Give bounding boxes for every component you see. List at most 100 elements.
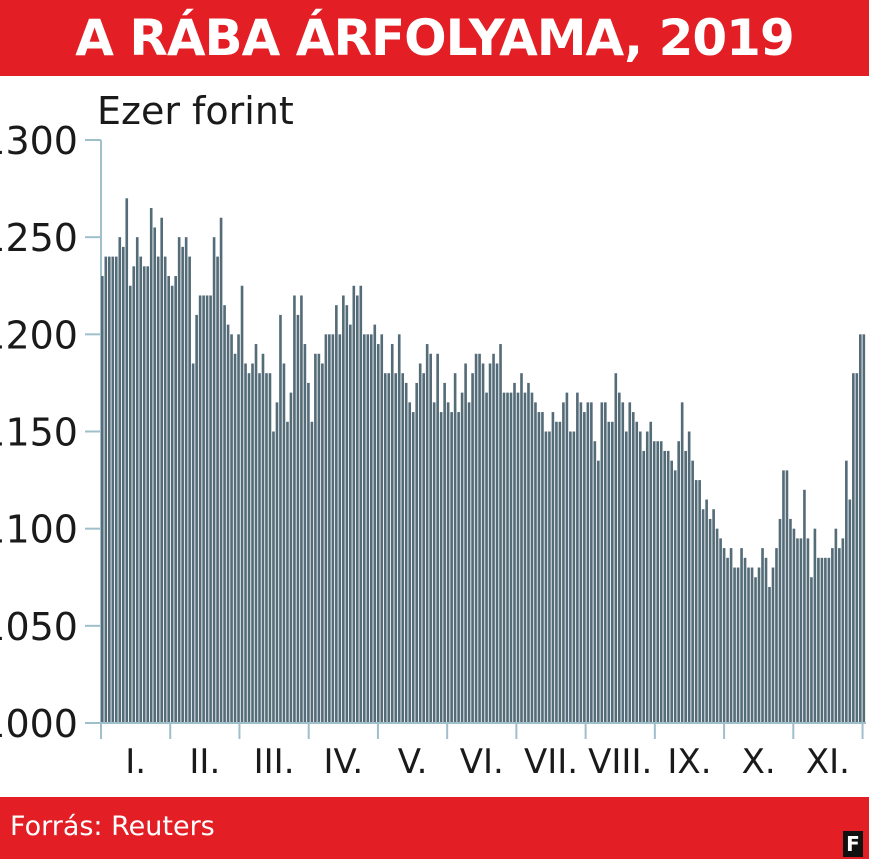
- bar: [576, 392, 579, 723]
- bar: [247, 373, 251, 723]
- y-axis: 1000 1050 1100 1150 1200 1250 1300: [0, 119, 102, 746]
- bar: [300, 295, 303, 723]
- bar: [356, 295, 359, 723]
- bar: [761, 548, 764, 723]
- bar: [460, 392, 464, 723]
- bar: [520, 373, 523, 723]
- bar: [380, 334, 384, 723]
- bar: [219, 217, 223, 724]
- bar: [544, 431, 548, 723]
- bar: [425, 344, 429, 723]
- bar: [321, 363, 324, 723]
- bar: [335, 305, 338, 723]
- bar: [834, 528, 838, 723]
- bar: [272, 431, 275, 723]
- bar: [572, 431, 576, 723]
- bar: [118, 237, 122, 724]
- y-axis-unit-label: Ezer forint: [97, 89, 294, 133]
- bar: [604, 402, 607, 723]
- bar: [254, 344, 258, 723]
- bar: [202, 295, 205, 723]
- bar: [415, 382, 418, 723]
- bar: [488, 363, 492, 723]
- bar: [121, 246, 125, 723]
- publisher-logo: F: [843, 831, 863, 857]
- bar: [530, 392, 534, 723]
- bar: [163, 256, 167, 723]
- x-month-label: VIII.: [588, 742, 652, 782]
- x-axis: I. II. III. IV. V. VI. VII. VIII. IX. X. XI.: [100, 722, 866, 782]
- bar: [726, 557, 729, 723]
- x-month-label: V.: [398, 742, 428, 782]
- y-tick-label: 1300: [0, 119, 78, 163]
- bar: [293, 295, 296, 723]
- bar: [418, 363, 422, 723]
- bar: [107, 256, 111, 723]
- bar: [135, 237, 139, 724]
- bar: [796, 538, 799, 723]
- bar: [464, 363, 467, 723]
- bar: [534, 402, 537, 723]
- bar: [240, 285, 244, 723]
- bar: [631, 412, 635, 723]
- bar: [310, 421, 314, 723]
- bar: [848, 499, 852, 723]
- x-month-label: II.: [189, 742, 220, 782]
- bar: [558, 421, 562, 723]
- bar: [817, 557, 820, 723]
- y-tick-label: 1050: [0, 605, 78, 649]
- bar: [652, 441, 656, 723]
- y-tick-label: 1200: [0, 313, 78, 357]
- bar: [862, 334, 866, 723]
- bar: [841, 538, 845, 723]
- bar: [583, 412, 586, 723]
- bar: [177, 237, 181, 724]
- bar: [621, 402, 625, 723]
- bar: [649, 421, 653, 723]
- bar: [764, 557, 768, 723]
- bar: [502, 392, 506, 723]
- bar: [831, 548, 834, 723]
- bar: [645, 431, 649, 723]
- bar: [481, 363, 485, 723]
- bar: [722, 548, 726, 723]
- bar: [743, 557, 747, 723]
- bar: [611, 421, 614, 723]
- x-month-label: VI.: [460, 742, 504, 782]
- bar: [810, 577, 813, 723]
- bar: [373, 324, 377, 723]
- bar: [789, 518, 792, 723]
- bar: [474, 353, 478, 723]
- bar: [167, 276, 170, 723]
- x-month-label: XI.: [806, 742, 850, 782]
- bar: [349, 324, 352, 723]
- bar: [369, 334, 373, 723]
- bar: [411, 412, 415, 723]
- bar: [852, 373, 855, 723]
- bar: [747, 567, 750, 723]
- footer-bar: Forrás: Reuters F: [0, 797, 869, 859]
- bar: [527, 382, 530, 723]
- bar: [607, 421, 611, 723]
- bar: [555, 421, 558, 723]
- bar: [806, 538, 810, 723]
- bar: [387, 373, 391, 723]
- bar: [663, 450, 667, 723]
- bar: [331, 334, 335, 723]
- bar: [282, 363, 286, 723]
- bar: [855, 373, 859, 723]
- bar: [673, 470, 677, 723]
- bar: [680, 402, 684, 723]
- bar: [352, 285, 356, 723]
- y-tick-label: 1250: [0, 216, 78, 260]
- bar: [782, 470, 785, 723]
- bar: [139, 256, 143, 723]
- bar: [114, 256, 118, 723]
- bar: [362, 334, 366, 723]
- bar: [342, 295, 345, 723]
- bar: [827, 557, 831, 723]
- bar: [778, 518, 782, 723]
- x-month-label: III.: [254, 742, 295, 782]
- bar: [509, 392, 513, 723]
- bar: [768, 586, 771, 723]
